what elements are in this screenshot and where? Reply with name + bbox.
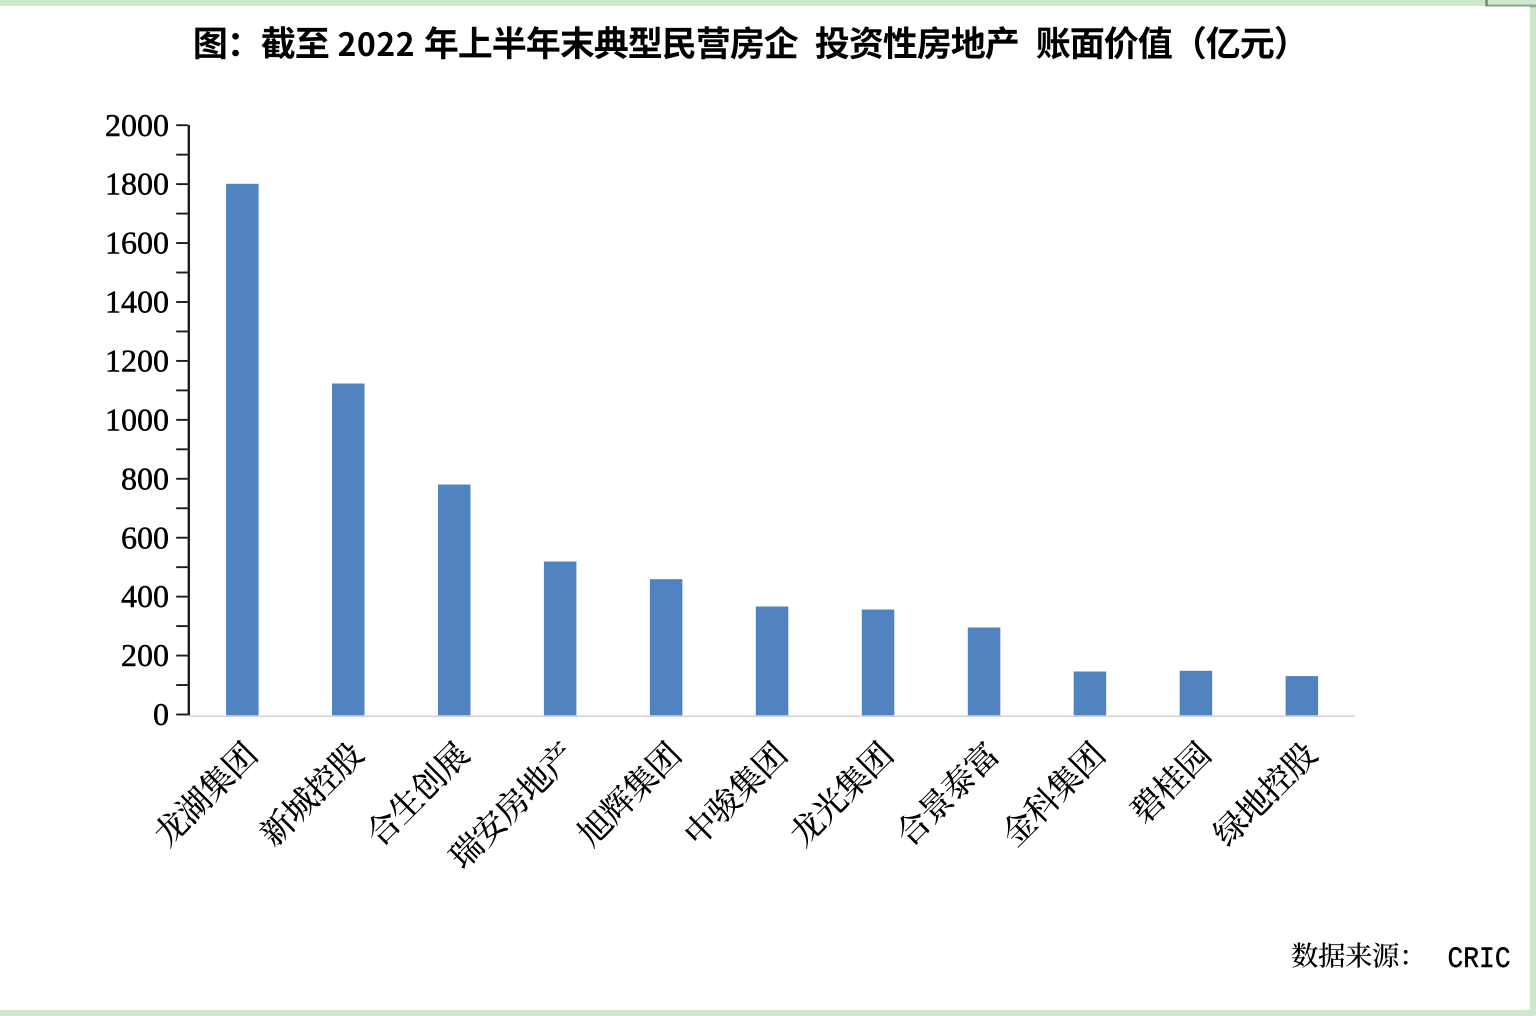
svg-text:800: 800 <box>121 460 169 496</box>
svg-text:1000: 1000 <box>105 401 169 437</box>
svg-text:1200: 1200 <box>105 343 169 379</box>
svg-text:CRIC: CRIC <box>1448 944 1511 977</box>
svg-text:1800: 1800 <box>105 166 169 202</box>
svg-text:2000: 2000 <box>105 107 169 143</box>
svg-text:600: 600 <box>121 519 169 555</box>
svg-text:400: 400 <box>121 578 169 614</box>
svg-text:200: 200 <box>121 637 169 673</box>
svg-text:0: 0 <box>153 696 169 732</box>
svg-text:1600: 1600 <box>105 225 169 261</box>
svg-text:1400: 1400 <box>105 284 169 320</box>
